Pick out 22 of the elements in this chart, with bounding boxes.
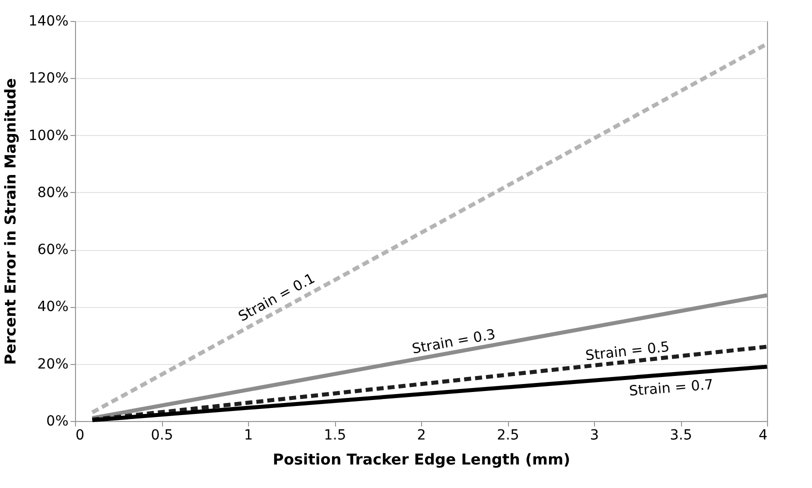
- y-tick-label: 120%: [28, 70, 68, 87]
- y-tick-label: 0%: [46, 414, 68, 430]
- y-axis-title: Percent Error in Strain Magnitude: [1, 78, 20, 365]
- x-tick-label: 4: [758, 428, 768, 444]
- x-tick-label: 2.5: [496, 428, 520, 444]
- y-tick-label: 60%: [37, 242, 68, 258]
- y-tick-label: 20%: [37, 356, 68, 372]
- text: Strain = 0.3: [410, 326, 497, 358]
- text: Strain = 0.5: [584, 339, 670, 364]
- series-label: Strain = 0.7: [628, 377, 714, 400]
- y-tick-label: 40%: [37, 299, 68, 316]
- x-tick-label: 0: [76, 428, 84, 444]
- y-tick-label: 100%: [28, 128, 68, 144]
- y-tick-label: 80%: [37, 184, 68, 201]
- x-tick-label: 1: [244, 428, 253, 444]
- x-tick-label: 2: [417, 428, 426, 444]
- x-tick-label: 3.5: [670, 428, 692, 444]
- y-tick-label: 140%: [28, 14, 68, 30]
- x-tick-label: 3: [590, 428, 599, 444]
- x-axis-title: Position Tracker Edge Length (mm): [272, 450, 570, 468]
- x-tick-label: 0.5: [150, 428, 174, 444]
- x-tick-label: 1.5: [324, 428, 346, 444]
